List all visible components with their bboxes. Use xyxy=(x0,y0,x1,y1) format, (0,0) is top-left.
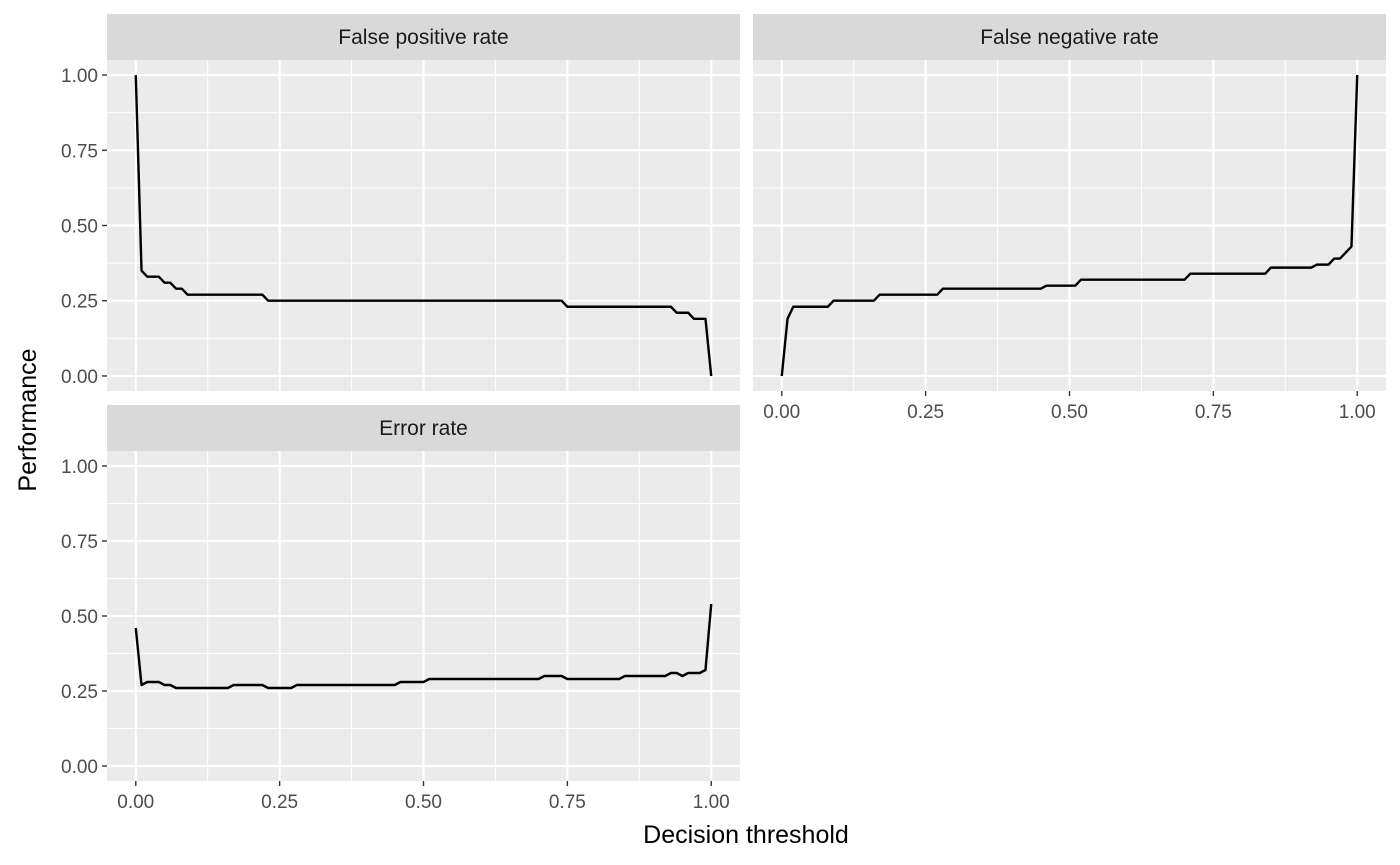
facet-strip xyxy=(753,14,1386,60)
facet-panel-3: Error rate 0.00 0.25 0.50 0.75 1.00 0.00 0.25 0.… xyxy=(61,405,740,813)
x-tick-label: 0.00 xyxy=(763,402,800,423)
facet-title: Error rate xyxy=(379,417,468,440)
series-line xyxy=(134,75,713,377)
y-axis-title: Performance xyxy=(14,348,42,491)
x-tick-label: 0.25 xyxy=(907,402,944,423)
y-tick-label: 0.00 xyxy=(61,757,98,778)
x-tick-label: 0.75 xyxy=(1195,402,1232,423)
facet-title: False positive rate xyxy=(338,26,508,49)
x-tick-label: 0.50 xyxy=(405,792,442,813)
series-line xyxy=(134,603,713,690)
x-tick-label: 0.00 xyxy=(117,792,154,813)
facet-panel-1: False positive rate 0.00 0.25 0.50 0.75 1.00 xyxy=(61,14,740,391)
series-line xyxy=(780,75,1359,377)
y-tick-label: 0.50 xyxy=(61,217,98,238)
facet-panel-2: False negative rate 0.00 0.25 0.50 0.75 1.00 xyxy=(753,14,1386,423)
x-tick-label: 0.50 xyxy=(1051,402,1088,423)
y-tick-label: 1.00 xyxy=(61,66,98,87)
x-tick-label: 0.75 xyxy=(549,792,586,813)
x-tick-label: 1.00 xyxy=(1339,402,1376,423)
y-tick-label: 1.00 xyxy=(61,457,98,478)
facet-strip xyxy=(107,405,740,451)
y-tick-label: 0.25 xyxy=(61,682,98,703)
facet-strip xyxy=(107,14,740,60)
x-tick-label: 0.25 xyxy=(261,792,298,813)
y-tick-label: 0.50 xyxy=(61,607,98,628)
facet-title: False negative rate xyxy=(980,26,1159,49)
y-tick-label: 0.75 xyxy=(61,141,98,162)
x-axis-title: Decision threshold xyxy=(643,821,849,849)
y-tick-label: 0.00 xyxy=(61,367,98,388)
y-tick-label: 0.25 xyxy=(61,292,98,313)
x-tick-label: 1.00 xyxy=(693,792,730,813)
y-tick-label: 0.75 xyxy=(61,532,98,553)
